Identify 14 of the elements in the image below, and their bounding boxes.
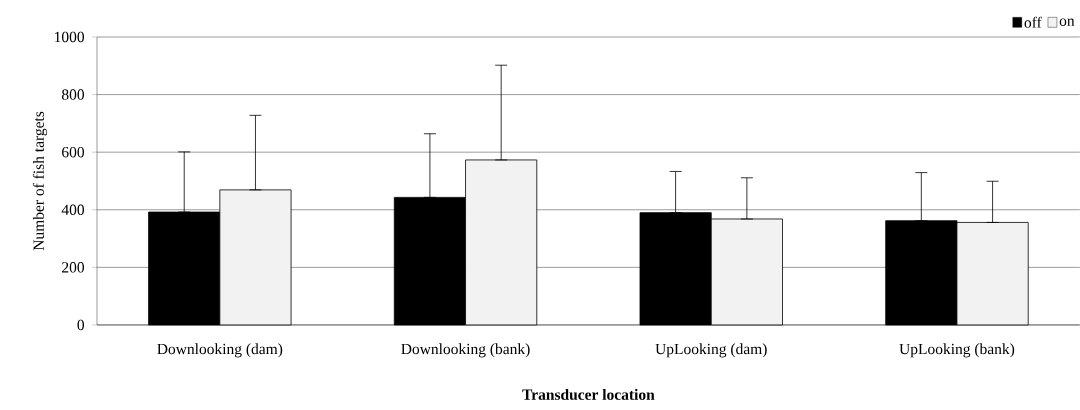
y-tick-label: 600 (62, 146, 85, 158)
y-tick-label: 800 (61, 89, 85, 100)
legend-label: on (1059, 18, 1075, 26)
x-tick-label: UpLooking (bank) (899, 343, 1015, 358)
x-axis-title: Transducer location (522, 388, 655, 400)
y-tick-label: 200 (62, 262, 85, 273)
x-tick-label: Downlooking (bank) (401, 343, 530, 358)
legend-label: off (1024, 16, 1042, 28)
y-tick-label: 400 (61, 204, 85, 216)
x-tick-label: UpLooking (dam) (655, 343, 767, 358)
x-tick-label: Downlooking (dam) (157, 343, 283, 358)
y-tick-label: 1000 (54, 31, 85, 43)
y-tick-label: 0 (77, 319, 85, 331)
y-axis-title: Number of fish targets (32, 111, 48, 251)
